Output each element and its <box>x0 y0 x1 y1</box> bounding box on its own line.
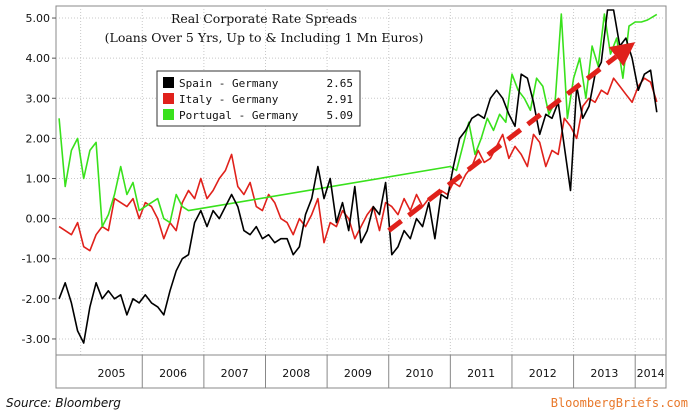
legend-value-italy: 2.91 <box>327 93 354 106</box>
y-tick-label-1: -2.00 <box>22 293 50 306</box>
legend-label-portugal: Portugal - Germany <box>179 109 299 122</box>
x-tick-label-6: 2011 <box>467 367 495 380</box>
y-tick-label-0: -3.00 <box>22 333 50 346</box>
xaxis-band <box>55 354 667 389</box>
legend-box <box>156 70 361 127</box>
x-tick-label-8: 2013 <box>590 367 618 380</box>
legend-label-italy: Italy - Germany <box>179 93 279 106</box>
series-line-0 <box>58 9 658 344</box>
legend-swatch-portugal <box>163 109 174 120</box>
x-tick-label-1: 2006 <box>159 367 187 380</box>
x-tick-label-4: 2009 <box>344 367 372 380</box>
series-group <box>58 9 658 344</box>
source-note: Source: Bloomberg <box>6 396 121 410</box>
y-tick-label-7: 4.00 <box>26 52 51 65</box>
chart-subtitle: (Loans Over 5 Yrs, Up to & Including 1 M… <box>105 30 424 45</box>
x-tick-label-3: 2008 <box>282 367 310 380</box>
y-tick-label-8: 5.00 <box>26 12 51 25</box>
series-line-2 <box>58 13 658 228</box>
x-axis: 2005 2006 2007 2008 2009 2010 2011 2012 2013 2014 <box>97 355 665 388</box>
plot-area <box>55 5 667 356</box>
legend-value-spain: 2.65 <box>327 77 354 90</box>
x-tick-label-9: 2014 <box>637 367 665 380</box>
y-tick-label-6: 3.00 <box>26 92 51 105</box>
legend-label-spain: Spain - Germany <box>179 77 279 90</box>
trend-arrow-head-0 <box>608 42 636 67</box>
legend-swatch-italy <box>163 93 174 104</box>
chart-title: Real Corporate Rate Spreads <box>171 11 357 26</box>
chart: -3.00-2.00-1.000.001.002.003.004.005.00 … <box>22 5 667 389</box>
x-tick-label-5: 2010 <box>406 367 434 380</box>
legend: Spain - Germany 2.65 Italy - Germany 2.9… <box>156 70 361 127</box>
y-tick-label-4: 1.00 <box>26 172 51 185</box>
legend-swatch-spain <box>163 77 174 88</box>
x-tick-label-7: 2012 <box>529 367 557 380</box>
series-line-1 <box>58 77 658 252</box>
x-tick-label-2: 2007 <box>221 367 249 380</box>
y-axis: -3.00 -2.00 -1.00 0.00 1.00 2.00 3.00 4.00 5.00 <box>22 12 56 346</box>
legend-value-portugal: 5.09 <box>327 109 354 122</box>
y-tick-label-2: -1.00 <box>22 253 50 266</box>
y-tick-label-3: 0.00 <box>26 213 51 226</box>
annotation-group <box>387 42 636 233</box>
trend-arrow-shaft-0 <box>387 54 618 233</box>
y-tick-label-5: 2.00 <box>26 132 51 145</box>
brand-link[interactable]: BloombergBriefs.com <box>550 396 688 410</box>
x-tick-label-0: 2005 <box>97 367 125 380</box>
